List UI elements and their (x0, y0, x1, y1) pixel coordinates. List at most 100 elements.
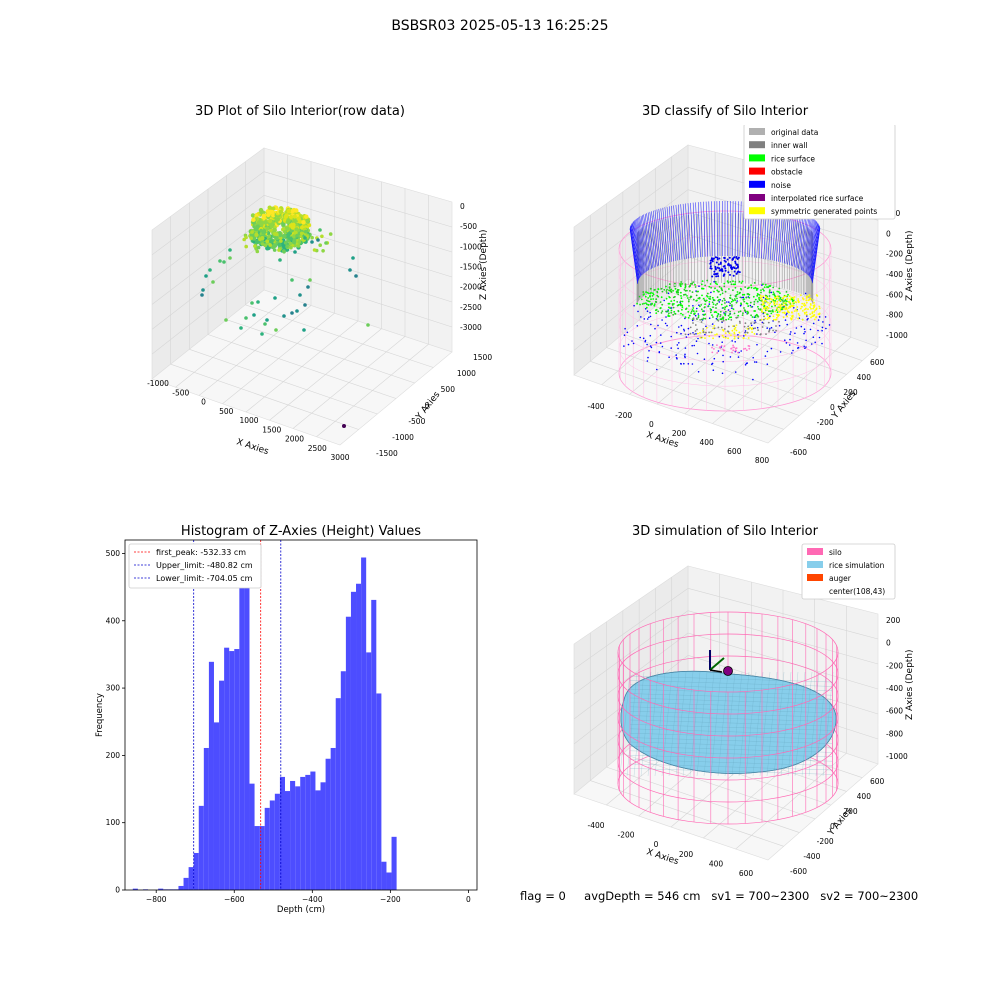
rice-point (661, 303, 664, 306)
noise-point (734, 260, 737, 263)
noise-line (635, 219, 643, 275)
mesh-line (629, 750, 833, 757)
noise-point (733, 267, 736, 270)
rice-point (783, 300, 786, 302)
rice-point (666, 288, 668, 291)
rice-point (659, 301, 662, 303)
symmetric-point (766, 318, 769, 320)
noise-point (770, 291, 773, 294)
noise-line (799, 214, 807, 270)
histogram-bar (305, 774, 311, 890)
chart2-x-tick: 0 (649, 420, 654, 429)
rice-point (638, 295, 641, 298)
wall-point (760, 333, 762, 335)
mesh-line (675, 671, 687, 777)
rice-point (729, 313, 731, 316)
noise-line (682, 203, 687, 259)
symmetric-point (762, 295, 764, 298)
rice-point (691, 282, 694, 285)
rice-point (672, 306, 675, 309)
noise-point (794, 332, 796, 335)
data-point (310, 235, 314, 240)
noise-point (687, 363, 690, 365)
wall-point (738, 320, 741, 323)
data-point (256, 245, 261, 250)
mesh-line (696, 671, 708, 777)
chart4-y-tick: 0 (830, 822, 835, 831)
data-point (318, 243, 322, 247)
grid-line (656, 307, 770, 405)
data-point (201, 288, 205, 292)
histogram-bar (219, 680, 225, 890)
chart1-panes (151, 147, 453, 446)
rice-point (705, 299, 708, 302)
noise-point (632, 342, 635, 345)
histogram-bar (239, 577, 245, 890)
data-point (308, 278, 312, 282)
grid-line (671, 292, 863, 361)
symmetric-point (810, 316, 812, 319)
symmetric-point (733, 331, 736, 334)
noise-point (731, 340, 733, 342)
symmetric-point (797, 298, 800, 300)
noise-point (806, 315, 808, 317)
rice-point (742, 312, 744, 314)
chart4-z-tick: 200 (886, 616, 901, 625)
rice-point (729, 302, 732, 305)
data-point (285, 226, 290, 231)
rice-point (653, 304, 656, 307)
grid-line (622, 333, 816, 403)
noise-point (714, 256, 717, 259)
data-point (263, 243, 268, 248)
data-point (249, 232, 254, 238)
rice-point (706, 279, 709, 282)
mesh-line (629, 759, 833, 766)
wall-point (775, 329, 777, 332)
symmetric-point (809, 313, 811, 315)
wall-point (720, 326, 723, 329)
rice-point (736, 291, 739, 293)
noise-point (648, 350, 650, 352)
symmetric-point (782, 316, 785, 319)
symmetric-point (771, 298, 773, 301)
chart2-silo-wireframe (618, 210, 832, 412)
symmetric-point (801, 302, 804, 305)
rice-point (753, 303, 756, 306)
data-point (259, 222, 264, 227)
data-point (253, 244, 257, 248)
rice-point (740, 288, 743, 291)
data-point (267, 234, 271, 239)
rice-point (739, 291, 741, 294)
rice-point (709, 311, 712, 314)
noise-line (692, 202, 696, 258)
noise-line (644, 213, 652, 269)
grid-line (655, 306, 847, 375)
chart3-x-tick: −400 (302, 895, 323, 904)
noise-line (700, 201, 704, 257)
rice-point (690, 312, 692, 314)
rice-point (727, 318, 730, 320)
rice-point (779, 297, 782, 300)
chart4-z-tick: -1000 (886, 752, 908, 761)
symmetric-point (789, 301, 791, 304)
surface-point (748, 345, 751, 347)
rice-point (688, 305, 690, 307)
rice-point (743, 307, 745, 309)
symmetric-point (765, 305, 768, 308)
data-point (256, 300, 260, 304)
chart2-zlabel: Z Axies (Depth) (905, 230, 915, 301)
wall-point (730, 319, 733, 321)
noise-line (656, 209, 663, 265)
noise-line (678, 204, 683, 260)
chart4-zlabel: Z Axies (Depth) (905, 649, 915, 720)
noise-point (817, 329, 819, 332)
rice-point (753, 300, 756, 303)
rice-point (706, 292, 709, 295)
noise-point (698, 304, 700, 306)
noise-point (646, 318, 649, 320)
rice-point (740, 302, 742, 305)
rice-point (661, 310, 664, 312)
rice-point (655, 301, 658, 303)
mesh-line (724, 671, 736, 777)
legend-swatch (749, 207, 765, 215)
